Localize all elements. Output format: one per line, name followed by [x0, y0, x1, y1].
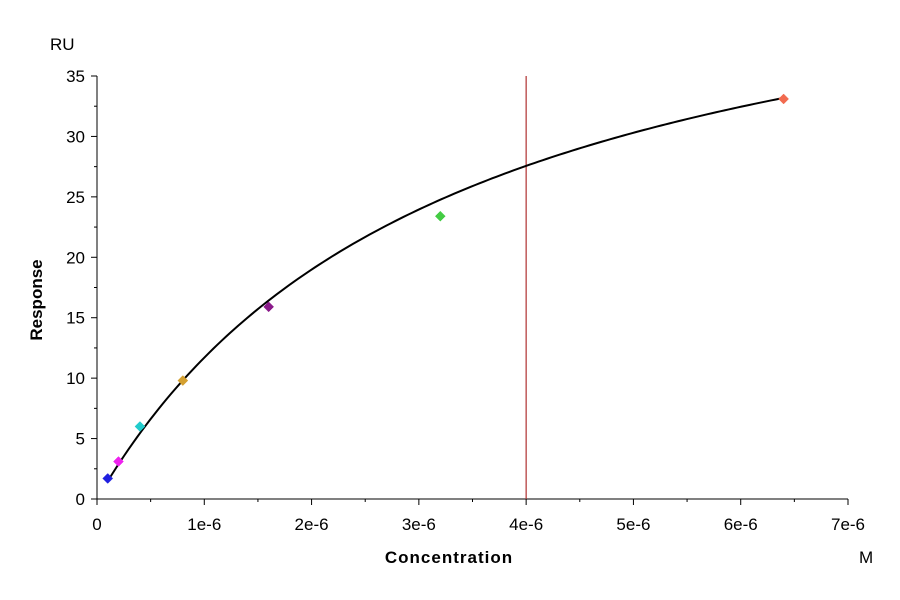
data-points	[102, 93, 789, 484]
y-tick-label: 5	[76, 430, 85, 449]
x-tick-label: 2e-6	[295, 515, 329, 534]
data-point	[113, 456, 124, 467]
y-axis-unit: RU	[50, 35, 75, 54]
x-axis-unit: M	[859, 548, 873, 567]
x-axis-title: Concentration	[385, 548, 513, 567]
data-point	[134, 421, 146, 432]
x-axis: 0 1e-6 2e-6 3e-6 4e-6 5e-6 6e-6 7e-6 M Concentr…	[92, 498, 873, 567]
y-axis-title: Response	[27, 259, 46, 340]
data-point	[434, 210, 446, 222]
y-axis: 0 5 10 15 20 25 30 35 RU Response	[27, 35, 98, 509]
x-tick-label: 6e-6	[724, 515, 758, 534]
y-tick-label: 30	[66, 127, 85, 146]
y-tick-label: 35	[66, 67, 85, 86]
y-tick-label: 25	[66, 188, 85, 207]
y-tick-label: 0	[76, 490, 85, 509]
x-tick-label: 4e-6	[509, 515, 543, 534]
y-tick-label: 20	[66, 248, 85, 267]
x-tick-label: 0	[92, 515, 101, 534]
y-ticks: 0 5 10 15 20 25 30 35	[66, 67, 97, 509]
y-tick-label: 10	[66, 369, 85, 388]
x-tick-label: 1e-6	[187, 515, 221, 534]
data-point	[102, 473, 114, 484]
x-tick-label: 5e-6	[616, 515, 650, 534]
data-point	[778, 93, 789, 105]
y-tick-label: 15	[66, 309, 85, 328]
x-tick-label: 7e-6	[831, 515, 865, 534]
fit-curve	[106, 96, 784, 482]
data-point	[177, 375, 189, 386]
x-tick-label: 3e-6	[402, 515, 436, 534]
x-ticks: 0 1e-6 2e-6 3e-6 4e-6 5e-6 6e-6 7e-6	[92, 499, 865, 534]
data-point	[263, 301, 275, 313]
